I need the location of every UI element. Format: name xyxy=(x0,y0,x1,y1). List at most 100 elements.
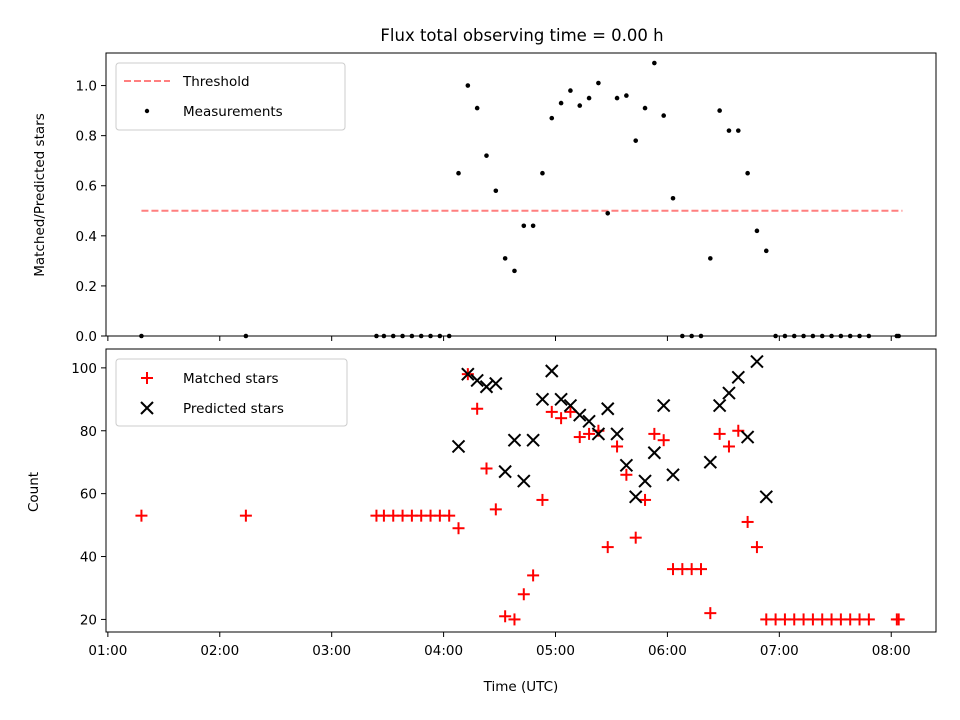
y-tick-label: 0.2 xyxy=(76,279,97,295)
threshold-legend-label: Threshold xyxy=(182,74,250,90)
x-axis-label: Time (UTC) xyxy=(483,679,559,695)
matched-legend-swatch xyxy=(141,372,153,384)
predicted-point xyxy=(601,402,615,416)
ratio-axes-frame xyxy=(105,52,937,337)
measurement-point xyxy=(652,60,657,66)
x-tick-label: 06:00 xyxy=(648,643,687,659)
matched-point xyxy=(722,440,735,453)
matched-point xyxy=(135,509,148,522)
predicted-point xyxy=(759,490,773,504)
matched-point xyxy=(611,440,624,453)
matched-point xyxy=(694,563,707,576)
x-tick-label: 04:00 xyxy=(424,643,463,659)
matched-point xyxy=(443,509,456,522)
measurement-point xyxy=(763,248,769,254)
predicted-point xyxy=(554,392,568,407)
x-tick-label: 08:00 xyxy=(872,643,911,659)
ratio-y-axis-label: Matched/Predicted stars xyxy=(32,113,48,276)
predicted-legend-swatch xyxy=(140,401,154,415)
count-x-ticks: 01:00 02:00 03:00 04:00 05:00 06:00 07:00 08:00 xyxy=(88,632,911,659)
predicted-point xyxy=(507,433,522,447)
measurement-point xyxy=(465,83,471,88)
x-tick-label: 07:00 xyxy=(760,643,799,659)
matched-point xyxy=(489,503,502,516)
y-tick-label: 0.0 xyxy=(76,329,97,345)
matched-point xyxy=(713,427,726,440)
y-tick-label: 1.0 xyxy=(76,79,97,95)
ratio-legend-box xyxy=(115,62,346,131)
predicted-point xyxy=(740,430,755,444)
matched-point xyxy=(750,541,763,554)
matched-point xyxy=(741,515,754,528)
matched-point xyxy=(629,531,642,544)
matched-point xyxy=(555,412,568,425)
measurement-point xyxy=(614,95,620,101)
predicted-point xyxy=(731,370,745,385)
predicted-point xyxy=(638,474,652,488)
predicted-point xyxy=(647,446,662,460)
y-tick-label: 60 xyxy=(80,487,97,503)
measurement-point xyxy=(745,170,750,176)
matched-point xyxy=(517,588,530,601)
x-tick-label: 02:00 xyxy=(200,643,239,659)
y-tick-label: 100 xyxy=(71,361,97,377)
matched-point xyxy=(583,427,596,440)
matched-point xyxy=(862,613,875,626)
matched-point xyxy=(601,541,614,554)
predicted-point xyxy=(461,367,475,381)
chart-title: Flux total observing time = 0.00 h xyxy=(380,26,663,45)
x-tick-label: 03:00 xyxy=(312,643,351,659)
matched-point xyxy=(564,405,577,418)
measurement-point xyxy=(670,195,676,201)
measurement-point xyxy=(474,105,480,111)
count-series-layer xyxy=(135,354,905,626)
x-tick-label: 05:00 xyxy=(536,643,575,659)
matched-point xyxy=(620,468,633,481)
predicted-point xyxy=(666,468,680,482)
predicted-point xyxy=(591,427,606,441)
measurement-point xyxy=(717,108,722,113)
count-axes-frame xyxy=(105,348,937,633)
predicted-point xyxy=(451,439,466,454)
measurement-point xyxy=(558,100,564,106)
matched-legend-label: Matched stars xyxy=(183,371,279,387)
predicted-point xyxy=(489,376,503,391)
matched-point xyxy=(480,462,493,475)
measurement-point xyxy=(754,228,760,234)
count-legend-box xyxy=(115,358,348,427)
matched-point xyxy=(536,493,549,506)
y-tick-label: 0.6 xyxy=(76,179,97,195)
matched-point xyxy=(892,613,905,626)
measurement-point xyxy=(661,113,666,118)
measurement-point xyxy=(530,223,536,229)
predicted-point xyxy=(722,386,736,400)
count-panel: 20 40 60 80 100 01:00 02:00 03:00 04:00 05:00 06:… xyxy=(26,348,937,695)
ratio-x-ticks xyxy=(107,336,892,341)
count-legend: Matched stars Predicted stars xyxy=(115,358,348,427)
y-tick-label: 80 xyxy=(80,424,97,440)
measurement-point xyxy=(540,170,545,176)
matched-point xyxy=(639,493,652,506)
matched-point xyxy=(508,613,521,626)
measurement-point xyxy=(502,256,508,261)
matched-point xyxy=(545,405,558,418)
predicted-legend-label: Predicted stars xyxy=(183,401,284,417)
measurement-point xyxy=(521,223,527,229)
measurement-point xyxy=(605,210,611,216)
matched-point xyxy=(704,607,717,620)
predicted-point xyxy=(573,408,587,422)
y-tick-label: 40 xyxy=(80,550,97,566)
measurement-point xyxy=(633,138,639,143)
matched-point xyxy=(657,434,670,447)
predicted-point xyxy=(470,373,484,388)
predicted-point xyxy=(703,455,718,469)
measurement-point xyxy=(512,268,517,274)
matched-point xyxy=(239,509,252,522)
matched-point xyxy=(499,610,512,623)
predicted-point xyxy=(656,398,671,413)
measurements-legend-label: Measurements xyxy=(183,104,283,120)
matched-point xyxy=(648,427,661,440)
measurement-point xyxy=(456,170,461,176)
predicted-point xyxy=(610,427,624,441)
